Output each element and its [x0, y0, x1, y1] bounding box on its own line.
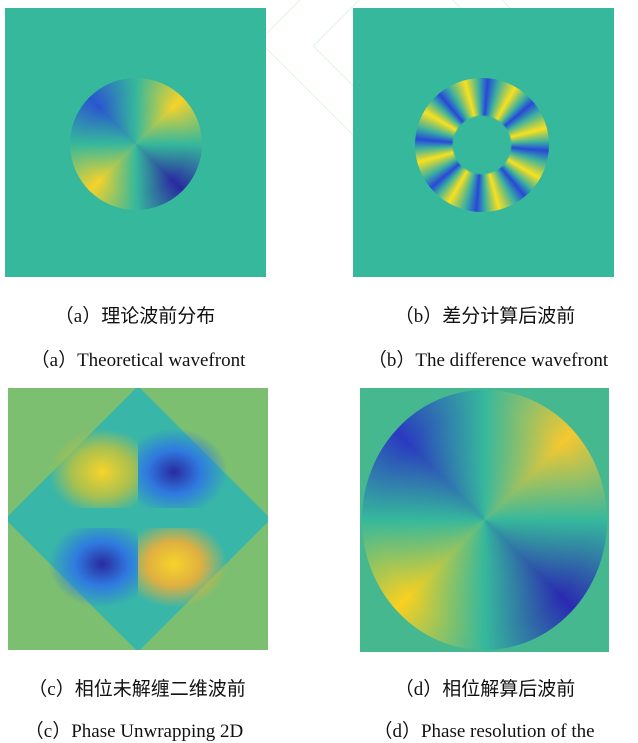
caption-zh: （d）相位解算后波前 — [394, 679, 576, 700]
caption-en: （d）Phase resolution of the — [373, 721, 595, 742]
caption-en: （a）Theoretical wavefront — [30, 350, 246, 371]
image-c — [8, 388, 268, 650]
image-d — [360, 388, 609, 652]
wavefront-circle — [70, 78, 202, 210]
lobe — [48, 428, 138, 508]
image-b — [353, 8, 614, 277]
lobe — [138, 528, 228, 608]
image-a — [5, 8, 266, 277]
lobe — [138, 428, 228, 508]
caption-en: （b）The difference wavefront — [367, 350, 609, 371]
wavefront-circle — [415, 78, 549, 212]
caption-zh: （c）相位未解缠二维波前 — [28, 679, 246, 700]
lobe — [48, 528, 138, 608]
wavefront-circle — [362, 390, 607, 650]
caption-en: （c）Phase Unwrapping 2D — [24, 721, 244, 742]
caption-zh: （b）差分计算后波前 — [394, 306, 576, 327]
caption-zh: （a）理论波前分布 — [54, 306, 216, 327]
